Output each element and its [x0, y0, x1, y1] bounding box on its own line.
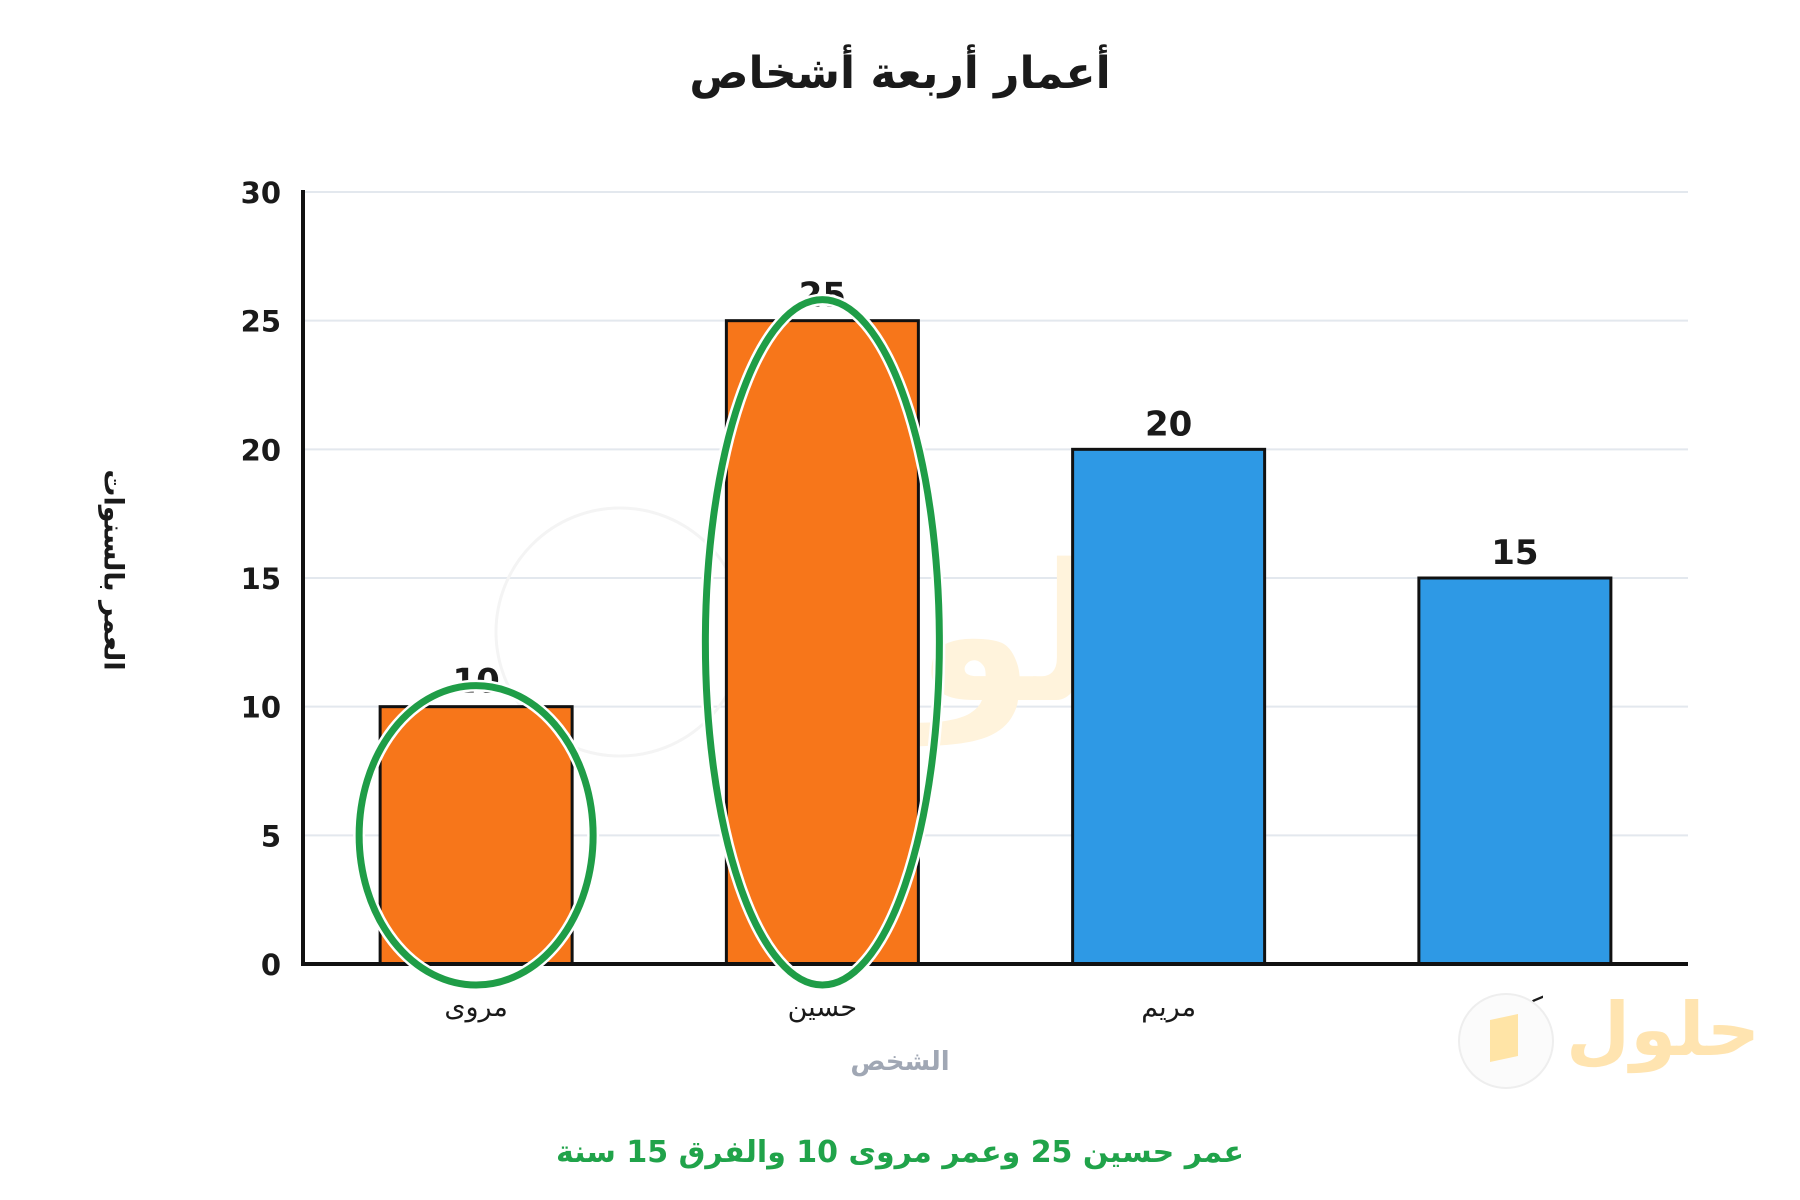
y-tick-label: 25	[241, 305, 281, 339]
highlight-ellipse	[355, 682, 597, 989]
bar	[1417, 576, 1613, 966]
x-axis-label: الشخص	[850, 1047, 950, 1077]
logo-badge-icon	[1458, 993, 1554, 1089]
watermark-logo: حلول	[1458, 985, 1768, 1095]
bar	[1071, 447, 1267, 966]
data-label: 15	[1491, 533, 1538, 573]
y-tick-label: 15	[241, 562, 281, 596]
y-axis-label: العمر بالسنوات	[97, 469, 129, 671]
bar	[378, 705, 574, 966]
y-tick-label: 5	[261, 819, 281, 853]
highlight-ellipse	[701, 296, 943, 989]
bar	[724, 319, 920, 966]
data-label: 20	[1145, 404, 1192, 444]
y-tick-label: 30	[241, 176, 281, 210]
chart-title: أعمار أربعة أشخاص	[689, 48, 1111, 99]
difference-note: عمر حسين 25 وعمر مروى 10 والفرق 15 سنة	[555, 1135, 1244, 1170]
logo-text: حلول	[1566, 987, 1761, 1073]
y-tick-label: 0	[261, 948, 281, 982]
x-tick-label: حسين	[788, 992, 857, 1023]
x-tick-label: مريم	[1141, 992, 1196, 1023]
y-tick-label: 10	[241, 691, 281, 725]
x-tick-label: مروى	[444, 992, 508, 1023]
y-tick-label: 20	[241, 433, 281, 467]
